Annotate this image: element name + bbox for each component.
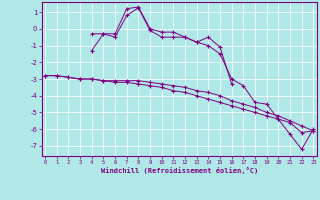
X-axis label: Windchill (Refroidissement éolien,°C): Windchill (Refroidissement éolien,°C) <box>100 167 258 174</box>
